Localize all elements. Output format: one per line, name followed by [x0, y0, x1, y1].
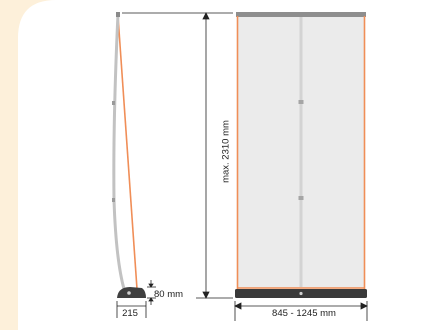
height-arrowhead-bottom: [202, 291, 210, 299]
width-dimension: [234, 301, 368, 321]
base-height-arrowhead-top: [148, 283, 154, 288]
top-rail: [236, 12, 366, 17]
base-dimensions: [116, 280, 156, 318]
width-arrowhead-left: [234, 302, 242, 310]
height-dimension: [122, 12, 233, 299]
front-pole-joint-1: [298, 100, 304, 104]
side-view: [112, 12, 146, 298]
width-arrowhead-right: [360, 302, 368, 310]
height-arrowhead-top: [202, 12, 210, 20]
pole-joint-1: [112, 101, 115, 105]
width-label: 845 - 1245 mm: [272, 308, 336, 319]
front-base-screw: [299, 291, 303, 296]
foot-screw: [127, 291, 131, 295]
side-pole: [112, 13, 126, 290]
pole-joint-2: [112, 198, 115, 202]
front-pole-joint-2: [298, 196, 304, 200]
side-brace: [117, 15, 138, 290]
base-height-arrowhead-bottom: [148, 297, 154, 302]
height-label: max. 2310 mm: [220, 120, 232, 183]
front-view: [235, 12, 367, 298]
side-base-foot: [117, 287, 146, 298]
base-depth-label: 215: [122, 308, 138, 319]
base-height-label: 80 mm: [154, 289, 184, 300]
pole-top-cap: [116, 12, 120, 17]
